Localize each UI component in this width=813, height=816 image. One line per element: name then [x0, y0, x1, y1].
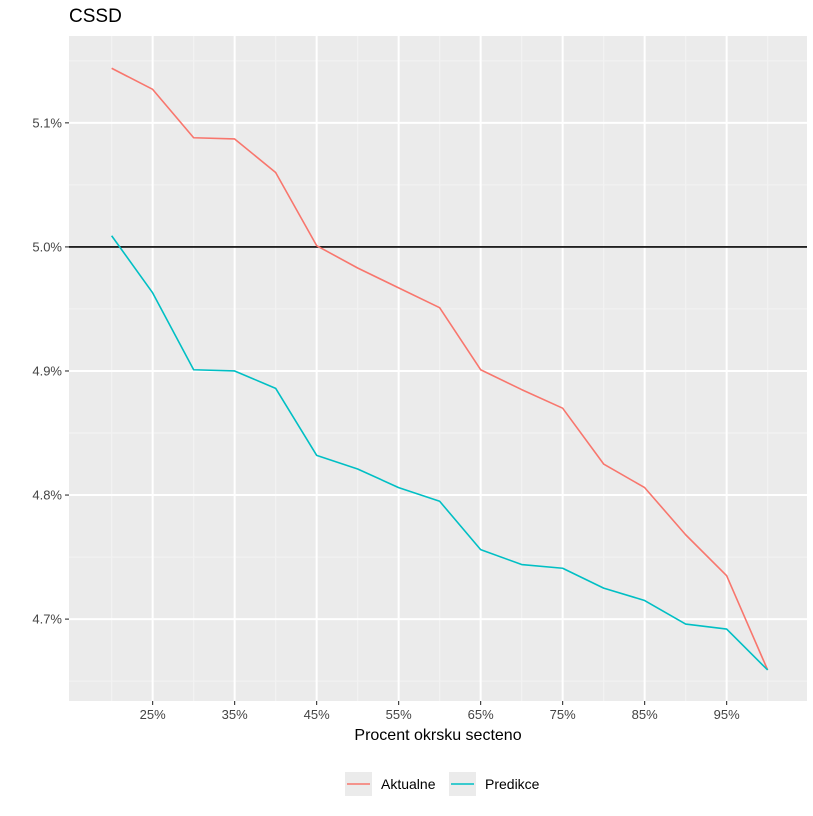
x-tick-label: 35%	[222, 707, 248, 722]
x-tick-label: 95%	[714, 707, 740, 722]
x-tick-label: 55%	[386, 707, 412, 722]
chart-title: CSSD	[69, 6, 122, 27]
legend-item-predikce: Predikce	[449, 772, 540, 796]
legend-label: Predikce	[485, 776, 540, 792]
legend-item-aktualne: Aktualne	[345, 772, 436, 796]
y-tick-label: 5.0%	[32, 239, 62, 254]
x-tick-label: 65%	[468, 707, 494, 722]
x-tick-label: 45%	[304, 707, 330, 722]
x-axis: 25% 35% 45% 55% 65% 75% 85% 95%	[140, 701, 740, 722]
x-tick-label: 25%	[140, 707, 166, 722]
y-axis: 4.7% 4.8% 4.9% 5.0% 5.1%	[32, 115, 69, 627]
series-line-aktualne	[111, 67, 769, 671]
x-axis-title: Procent okrsku secteno	[354, 727, 521, 744]
plot-panel	[69, 36, 807, 701]
x-tick-label: 85%	[632, 707, 658, 722]
y-tick-label: 4.9%	[32, 363, 62, 378]
minor-gridlines	[69, 36, 807, 701]
x-tick-label: 75%	[550, 707, 576, 722]
y-tick-label: 4.7%	[32, 612, 62, 627]
y-tick-label: 4.8%	[32, 488, 62, 503]
legend: Aktualne Predikce	[345, 772, 540, 796]
series-lines	[110, 67, 769, 671]
series-line-predikce	[110, 235, 769, 671]
y-tick-label: 5.1%	[32, 115, 62, 130]
legend-label: Aktualne	[381, 776, 436, 792]
